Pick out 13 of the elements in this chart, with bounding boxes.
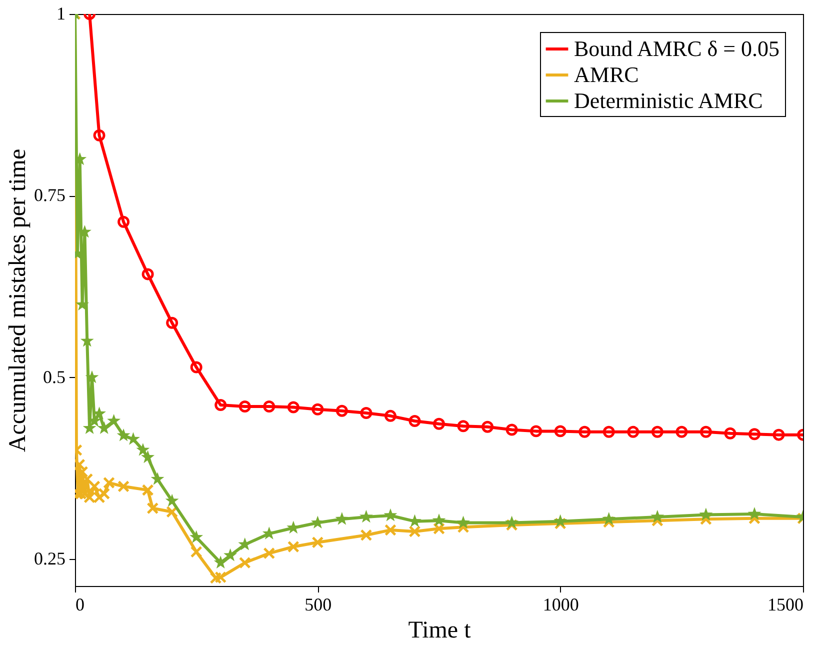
legend-label: Bound AMRC δ = 0.05 [574, 36, 780, 61]
y-tick-label: 0.75 [34, 185, 66, 206]
y-tick-label: 1 [56, 4, 66, 24]
legend-label: Deterministic AMRC [574, 88, 763, 113]
y-tick-label: 0.5 [43, 366, 66, 387]
x-axis-title: Time t [408, 618, 472, 644]
x-tick-label: 0 [76, 594, 84, 614]
x-tick-label: 1000 [542, 594, 579, 614]
y-axis-title: Accumulated mistakes per time [5, 148, 31, 452]
x-tick-label: 500 [304, 594, 332, 614]
y-tick-label: 0.25 [34, 548, 66, 569]
legend-label: AMRC [574, 62, 639, 87]
x-tick-label: 1500 [768, 594, 804, 614]
